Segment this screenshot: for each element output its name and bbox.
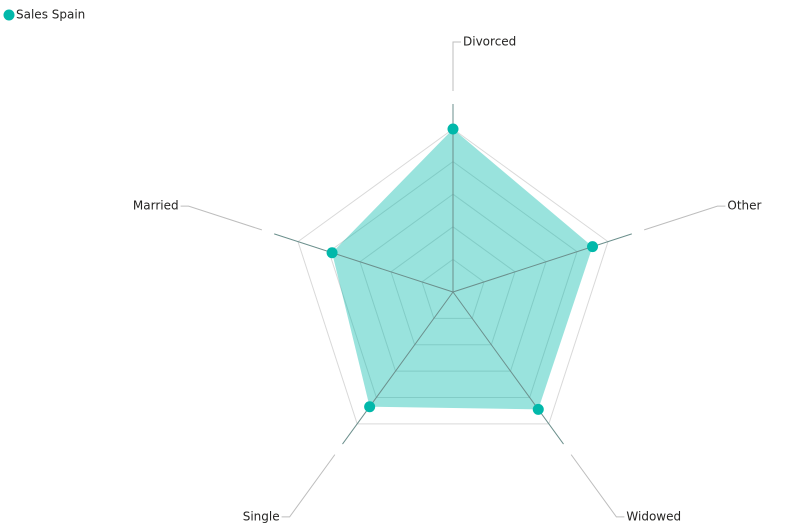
label-leader (452, 41, 461, 91)
data-point (326, 247, 338, 259)
legend-marker (3, 9, 15, 21)
legend: Sales Spain (3, 8, 85, 22)
axis-line (342, 291, 454, 445)
category-label: Widowed (626, 509, 681, 523)
label-leader (644, 205, 726, 231)
label-leader (570, 454, 625, 518)
grid-ring (297, 128, 609, 425)
grid-ring (390, 226, 516, 346)
data-point (587, 241, 599, 253)
axis-line (274, 233, 454, 293)
axis-line (452, 291, 564, 445)
legend-label: Sales Spain (16, 8, 85, 22)
category-label: Other (727, 199, 761, 213)
data-point (447, 123, 459, 135)
grid-ring (328, 160, 578, 398)
data-point (364, 401, 376, 413)
category-label: Married (133, 199, 179, 213)
label-leader (281, 454, 336, 518)
radar-area (332, 129, 593, 410)
grid-ring (421, 258, 485, 319)
data-point (532, 403, 544, 415)
category-label: Single (243, 509, 280, 523)
grid-ring (359, 193, 547, 372)
category-label: Divorced (463, 35, 516, 49)
axis-line (452, 233, 632, 293)
label-leader (180, 205, 262, 231)
